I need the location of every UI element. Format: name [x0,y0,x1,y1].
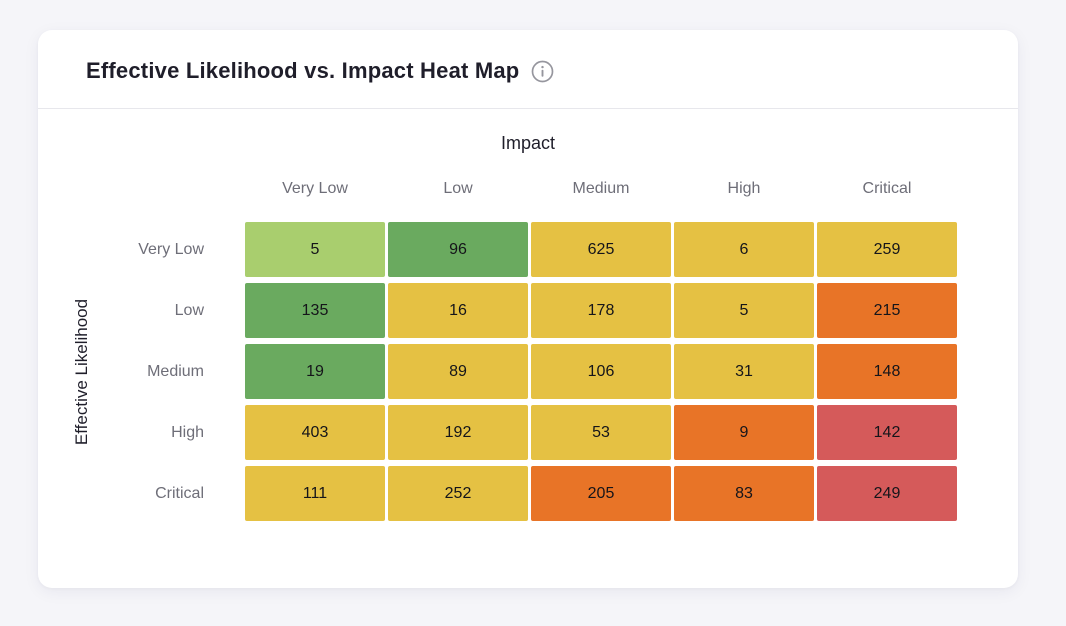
heatmap-cell-critical-high[interactable]: 83 [674,466,814,521]
heatmap-cell-low-low[interactable]: 16 [388,283,528,338]
heatmap-cell-medium-high[interactable]: 31 [674,344,814,399]
heatmap-cell-critical-critical[interactable]: 249 [817,466,957,521]
heatmap-cell-critical-very-low[interactable]: 111 [245,466,385,521]
y-axis-title-column: Effective Likelihood [62,180,102,521]
heatmap-grid: Very Low Low Medium High Critical Very Low 5 96… [102,180,957,521]
row-label-very-low: Very Low [138,240,204,258]
heatmap-cell-medium-low[interactable]: 89 [388,344,528,399]
heatmap-cell-low-medium[interactable]: 178 [531,283,671,338]
heatmap-cell-critical-medium[interactable]: 205 [531,466,671,521]
heatmap-cell-low-high[interactable]: 5 [674,283,814,338]
heatmap-cell-high-very-low[interactable]: 403 [245,405,385,460]
page-title: Effective Likelihood vs. Impact Heat Map [86,58,520,83]
heatmap-cell-low-very-low[interactable]: 135 [245,283,385,338]
heatmap-cell-high-critical[interactable]: 142 [817,405,957,460]
heatmap-cell-medium-very-low[interactable]: 19 [245,344,385,399]
heatmap-cell-very-low-medium[interactable]: 625 [531,222,671,277]
y-axis-title: Effective Likelihood [72,298,91,445]
heatmap-card: Effective Likelihood vs. Impact Heat Map… [38,30,1018,588]
heatmap-corner [102,180,242,204]
heatmap-cell-high-low[interactable]: 192 [388,405,528,460]
column-header-low: Low [443,180,473,197]
heatmap-cell-low-critical[interactable]: 215 [817,283,957,338]
row-label-low: Low [174,301,204,319]
heatmap-cell-critical-low[interactable]: 252 [388,466,528,521]
heatmap-cell-high-high[interactable]: 9 [674,405,814,460]
column-header-medium: Medium [572,180,630,197]
heatmap-cell-very-low-critical[interactable]: 259 [817,222,957,277]
row-label-medium: Medium [147,362,204,380]
column-header-critical: Critical [862,180,912,197]
chart-body: Impact Effective Likelihood Very Low Low M… [38,109,1018,521]
x-axis-title: Impact [500,133,556,153]
heatmap-cell-medium-medium[interactable]: 106 [531,344,671,399]
info-icon[interactable] [531,60,554,83]
heatmap-cell-high-medium[interactable]: 53 [531,405,671,460]
column-header-very-low: Very Low [282,180,348,197]
column-header-high: High [727,180,761,197]
row-label-high: High [171,423,204,441]
row-label-critical: Critical [155,484,204,502]
heatmap-cell-medium-critical[interactable]: 148 [817,344,957,399]
heatmap-cell-very-low-very-low[interactable]: 5 [245,222,385,277]
heatmap-cell-very-low-low[interactable]: 96 [388,222,528,277]
heatmap-cell-very-low-high[interactable]: 6 [674,222,814,277]
card-header: Effective Likelihood vs. Impact Heat Map [38,30,1018,109]
